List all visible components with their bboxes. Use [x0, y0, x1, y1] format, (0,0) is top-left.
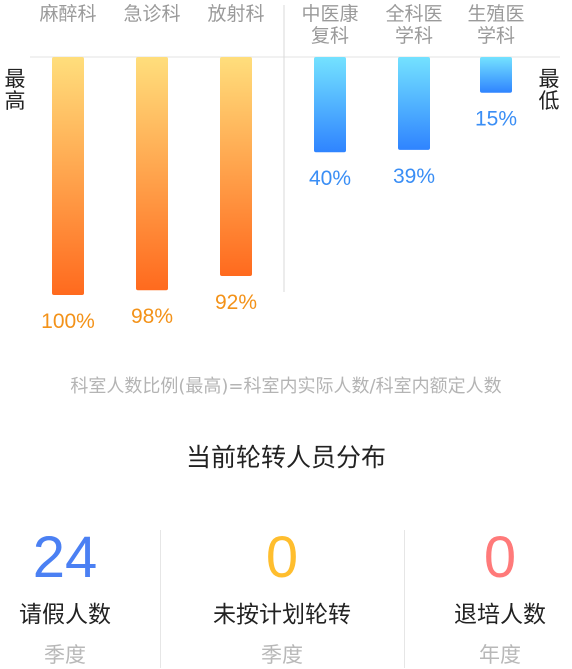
bar	[314, 57, 346, 153]
ratio-formula-note: 科室人数比例(最高)=科室内实际人数/科室内额定人数	[70, 376, 502, 397]
bar	[220, 57, 252, 276]
category-label: 全科医学科	[385, 3, 442, 47]
bar	[52, 57, 84, 295]
bar	[136, 57, 168, 291]
value-label: 92%	[215, 291, 257, 314]
highest-label: 最高	[4, 67, 26, 113]
stat-leave-period: 季度	[44, 643, 86, 667]
stat-leave[interactable]: 24 请假人数 季度	[0, 525, 130, 668]
stat-off-plan-value: 0	[265, 525, 299, 590]
bar	[398, 57, 430, 150]
stat-off-plan-period: 季度	[261, 643, 303, 667]
category-label: 中医康复科	[301, 3, 358, 47]
stat-divider	[160, 530, 161, 668]
section-title: 当前轮转人员分布	[185, 443, 386, 472]
value-label: 40%	[309, 167, 351, 190]
stat-withdrawn-period: 年度	[479, 643, 521, 667]
bar	[480, 57, 512, 93]
category-label: 急诊科	[123, 3, 180, 25]
value-label: 39%	[393, 165, 435, 188]
stat-leave-value: 24	[32, 525, 98, 590]
stat-withdrawn[interactable]: 0 退培人数 年度	[435, 525, 565, 668]
category-label: 生殖医学科	[467, 3, 524, 47]
value-label: 15%	[475, 108, 517, 131]
stat-withdrawn-value: 0	[483, 525, 517, 590]
stat-withdrawn-label: 退培人数	[454, 602, 546, 628]
value-label: 98%	[131, 305, 173, 328]
lowest-label: 最低	[538, 67, 560, 113]
stat-divider	[404, 530, 405, 668]
stat-off-plan[interactable]: 0 未按计划轮转 季度	[195, 525, 369, 668]
stat-leave-label: 请假人数	[19, 602, 111, 628]
category-label: 放射科	[207, 3, 264, 25]
department-ratio-chart: 麻醉科 100% 急诊科 98% 放射科 92% 中医康复科 40% 全科医学科 39% 生殖医学科…	[30, 3, 560, 333]
value-label: 100%	[41, 310, 95, 333]
stat-off-plan-label: 未按计划轮转	[213, 602, 351, 628]
category-label: 麻醉科	[39, 3, 96, 25]
